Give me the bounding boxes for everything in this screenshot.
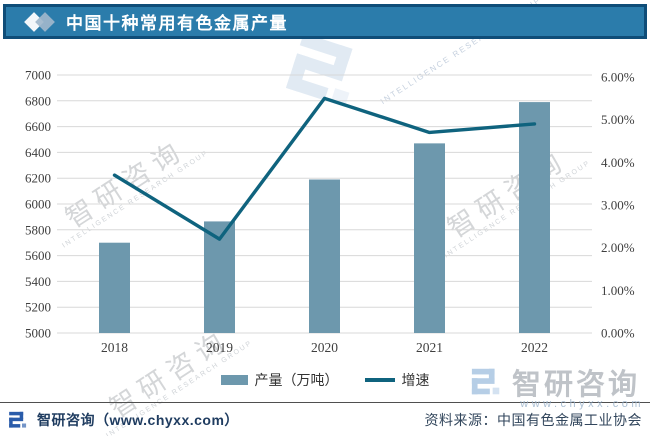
bar-2021 — [414, 143, 445, 333]
left-axis-tick: 5800 — [25, 222, 51, 237]
bar-2018 — [99, 242, 130, 333]
legend-label-growth: 增速 — [401, 374, 430, 389]
left-axis-tick: 7000 — [25, 68, 51, 83]
left-axis-tick: 6200 — [25, 171, 51, 186]
left-axis-tick: 5000 — [25, 326, 51, 341]
line-swatch-icon — [364, 378, 395, 382]
right-axis-tick: 4.00% — [601, 155, 635, 170]
footer: 智研咨询（www.chyxx.com） 资料来源：中国有色金属工业协会 — [0, 404, 650, 436]
footer-source-text: 资料来源：中国有色金属工业协会 — [424, 412, 642, 428]
bar-2022 — [519, 102, 550, 333]
category-label-2021: 2021 — [416, 340, 443, 355]
category-label-2019: 2019 — [206, 340, 233, 355]
right-axis-tick: 3.00% — [601, 198, 635, 213]
header-bar: 中国十种常用有色金属产量 — [3, 4, 647, 39]
growth-line — [112, 96, 537, 241]
category-label-2022: 2022 — [521, 340, 548, 355]
diamonds-icon — [24, 11, 60, 33]
chart-canvas: 5000 5200 5400 5600 5800 6000 6200 6400 6600 6800… — [25, 68, 635, 356]
left-axis-tick: 6800 — [25, 93, 51, 108]
bar-swatch-icon — [220, 375, 248, 385]
bar-2020 — [309, 179, 340, 333]
category-label-2018: 2018 — [101, 340, 128, 355]
footer-brand-group: 智研咨询（www.chyxx.com） — [8, 410, 239, 430]
left-axis-tick: 6000 — [25, 197, 51, 212]
right-axis-tick: 2.00% — [601, 240, 635, 255]
left-axis-tick: 6600 — [25, 119, 51, 134]
footer-divider — [0, 402, 650, 403]
category-label-2020: 2020 — [311, 340, 338, 355]
right-axis-tick: 1.00% — [601, 283, 635, 298]
legend-item-production: 产量（万吨） — [220, 370, 339, 390]
right-axis-tick: 0.00% — [601, 326, 635, 341]
left-axis-tick: 5600 — [25, 248, 51, 263]
right-axis-tick: 5.00% — [601, 112, 635, 127]
page-title: 中国十种常用有色金属产量 — [66, 14, 288, 33]
right-axis-tick: 6.00% — [601, 70, 635, 85]
legend-label-production: 产量（万吨） — [254, 374, 339, 389]
left-axis-tick: 5200 — [25, 300, 51, 315]
footer-brand-text: 智研咨询（www.chyxx.com） — [37, 412, 239, 428]
legend-item-growth: 增速 — [364, 370, 430, 390]
left-axis-tick: 6400 — [25, 145, 51, 160]
brand-logo-icon — [9, 411, 27, 428]
chart-legend: 产量（万吨） 增速 — [0, 368, 650, 392]
left-axis-tick: 5400 — [25, 274, 51, 289]
